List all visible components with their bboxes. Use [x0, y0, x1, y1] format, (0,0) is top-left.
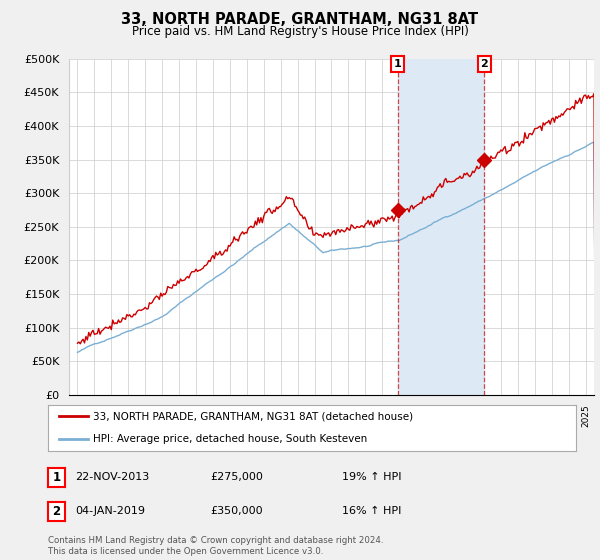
Text: 33, NORTH PARADE, GRANTHAM, NG31 8AT (detached house): 33, NORTH PARADE, GRANTHAM, NG31 8AT (de… — [93, 412, 413, 421]
Text: 33, NORTH PARADE, GRANTHAM, NG31 8AT: 33, NORTH PARADE, GRANTHAM, NG31 8AT — [121, 12, 479, 27]
Text: £350,000: £350,000 — [210, 506, 263, 516]
Text: HPI: Average price, detached house, South Kesteven: HPI: Average price, detached house, Sout… — [93, 435, 367, 444]
Text: 2: 2 — [481, 59, 488, 69]
Text: 16% ↑ HPI: 16% ↑ HPI — [342, 506, 401, 516]
Text: 04-JAN-2019: 04-JAN-2019 — [75, 506, 145, 516]
Text: Price paid vs. HM Land Registry's House Price Index (HPI): Price paid vs. HM Land Registry's House … — [131, 25, 469, 38]
Text: 1: 1 — [52, 471, 61, 484]
Text: 19% ↑ HPI: 19% ↑ HPI — [342, 472, 401, 482]
Bar — [398, 59, 484, 395]
Text: 1: 1 — [394, 59, 401, 69]
Text: £275,000: £275,000 — [210, 472, 263, 482]
Text: 2: 2 — [52, 505, 61, 518]
Text: Contains HM Land Registry data © Crown copyright and database right 2024.
This d: Contains HM Land Registry data © Crown c… — [48, 536, 383, 556]
Text: 22-NOV-2013: 22-NOV-2013 — [75, 472, 149, 482]
